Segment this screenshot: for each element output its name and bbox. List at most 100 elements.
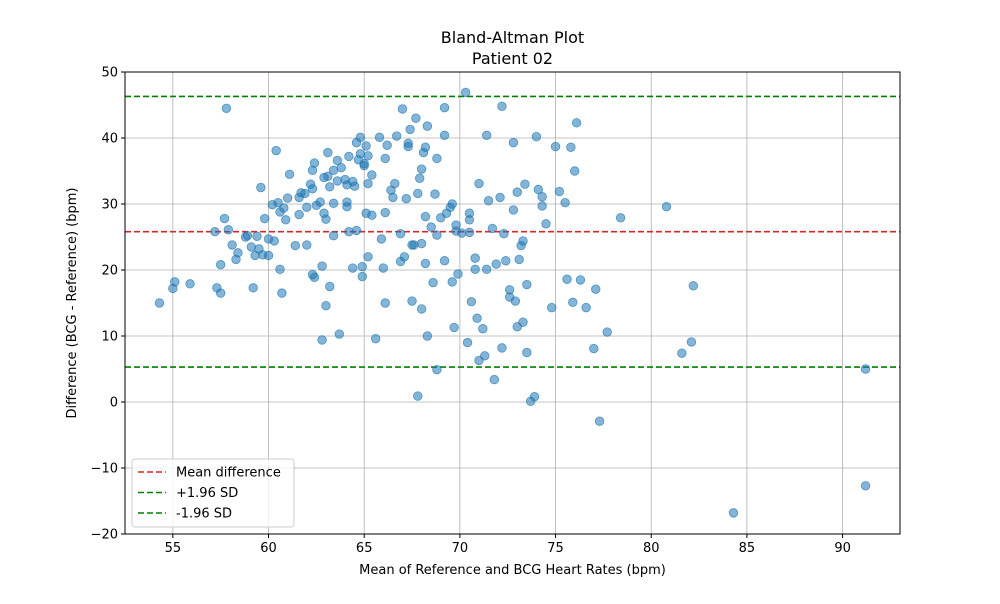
data-point	[522, 279, 532, 290]
data-point	[328, 230, 339, 241]
data-point	[464, 227, 475, 238]
data-point	[470, 253, 480, 263]
chart-title: Bland-Altman Plot	[441, 28, 584, 47]
x-tick-label: 90	[834, 541, 851, 556]
data-point	[273, 197, 283, 208]
data-point	[378, 263, 389, 273]
data-point	[432, 153, 442, 164]
data-point	[481, 130, 492, 141]
data-point	[499, 228, 509, 239]
data-point	[315, 197, 325, 207]
data-point	[491, 259, 501, 269]
data-point	[594, 416, 605, 426]
data-point	[497, 101, 507, 112]
data-point	[589, 343, 599, 354]
data-point	[370, 333, 381, 344]
data-point	[562, 274, 572, 284]
data-point	[541, 219, 551, 229]
data-point	[367, 170, 377, 180]
legend-label: Mean difference	[176, 466, 281, 481]
x-tick-label: 70	[452, 541, 469, 556]
data-point	[399, 252, 410, 262]
grid	[125, 71, 900, 535]
data-point	[518, 317, 528, 327]
data-point	[405, 124, 415, 135]
data-point	[325, 281, 335, 292]
data-point	[518, 236, 528, 246]
x-axis-label: Mean of Reference and BCG Heart Rates (b…	[359, 563, 666, 578]
data-point	[242, 230, 253, 241]
data-point	[277, 288, 287, 298]
y-tick-label: 30	[101, 198, 118, 213]
data-point	[348, 263, 358, 273]
data-point	[575, 275, 586, 285]
data-point	[363, 151, 373, 161]
data-point	[464, 215, 475, 225]
data-point	[344, 227, 354, 237]
data-point	[309, 272, 320, 282]
data-point	[560, 197, 570, 208]
data-point	[537, 192, 547, 202]
data-point	[416, 164, 427, 174]
data-point	[529, 392, 540, 402]
data-point	[221, 103, 232, 114]
reference-lines	[125, 95, 900, 368]
data-point	[602, 327, 612, 337]
data-point	[185, 279, 195, 289]
data-point	[390, 178, 400, 189]
x-tick-label: 85	[739, 541, 756, 556]
data-point	[279, 203, 289, 213]
data-point	[472, 313, 482, 323]
data-point	[447, 199, 457, 209]
x-tick-label: 60	[260, 541, 277, 556]
data-point	[432, 230, 442, 240]
data-point	[282, 193, 293, 203]
y-tick-label: 50	[101, 66, 118, 81]
data-point	[290, 240, 301, 251]
data-point	[420, 211, 431, 222]
data-point	[271, 145, 281, 156]
data-point	[334, 329, 345, 339]
data-point	[487, 223, 498, 234]
data-point	[351, 225, 362, 236]
data-point	[677, 348, 687, 358]
data-point	[388, 192, 398, 203]
data-point	[533, 184, 544, 195]
data-point	[252, 231, 262, 242]
data-point	[453, 269, 463, 279]
data-point	[460, 87, 471, 98]
data-point	[392, 131, 402, 141]
data-point	[325, 182, 335, 192]
data-point	[439, 256, 450, 266]
data-point	[422, 331, 433, 341]
y-tick-label: 0	[110, 396, 118, 411]
data-point	[860, 481, 871, 491]
data-point	[478, 324, 488, 334]
plot-frame	[124, 71, 901, 535]
data-point	[520, 179, 530, 189]
data-point	[376, 234, 387, 244]
data-point	[380, 153, 390, 164]
data-point	[401, 194, 411, 204]
data-point	[522, 347, 532, 358]
data-point	[256, 182, 266, 193]
legend-label: +1.96 SD	[176, 486, 238, 501]
data-point	[332, 176, 343, 186]
data-point	[357, 271, 367, 282]
data-point	[547, 302, 557, 313]
data-points	[154, 87, 871, 518]
data-point	[342, 201, 352, 212]
data-point	[355, 132, 366, 143]
data-point	[420, 142, 431, 152]
data-point	[215, 288, 226, 298]
data-point	[355, 149, 366, 159]
data-point	[332, 155, 343, 166]
data-point	[428, 277, 438, 288]
data-point	[510, 296, 521, 306]
data-point	[407, 296, 417, 306]
data-point	[550, 141, 561, 152]
data-point	[470, 264, 480, 275]
y-axis-label: Difference (BCG - Reference) (bpm)	[65, 188, 80, 419]
data-point	[309, 158, 320, 168]
y-tick-label: 10	[101, 330, 118, 345]
